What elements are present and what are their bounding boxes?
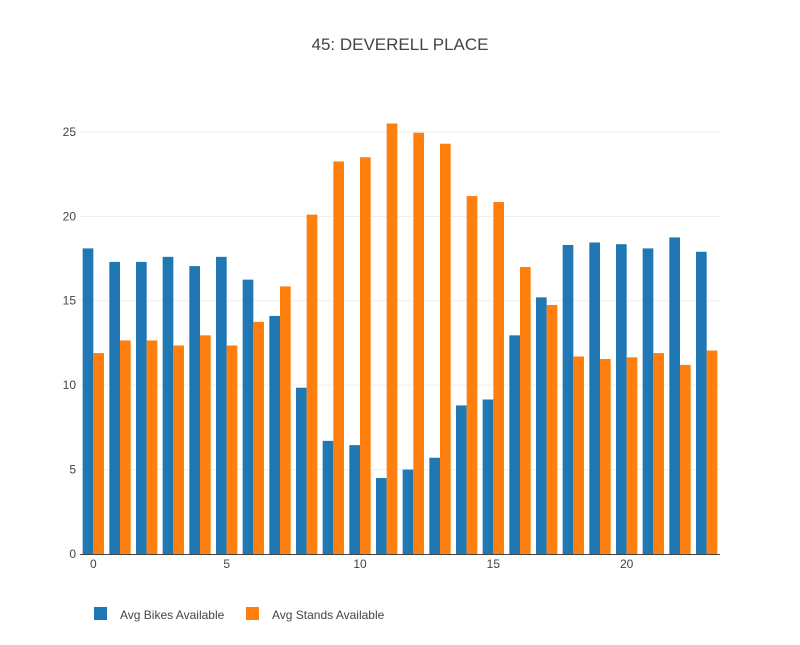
y-tick-label: 5 [69,463,76,477]
bar-bikes-17[interactable] [536,297,547,554]
bar-bikes-6[interactable] [242,279,254,554]
chart-title: 45: DEVERELL PLACE [311,35,488,54]
y-tick-label: 20 [63,209,77,223]
x-tick-label: 10 [353,557,367,571]
bars [82,123,718,555]
y-tick-label: 0 [69,547,76,561]
bar-bikes-18[interactable] [562,245,574,555]
bar-stands-16[interactable] [520,266,531,554]
bar-bikes-8[interactable] [296,387,307,554]
bar-stands-17[interactable] [546,304,558,554]
bar-stands-22[interactable] [680,364,691,554]
bar-bikes-7[interactable] [269,315,280,554]
bar-stands-14[interactable] [466,196,478,554]
bar-stands-15[interactable] [493,201,504,554]
bar-bikes-13[interactable] [429,457,440,554]
bar-bikes-23[interactable] [696,251,707,554]
bar-bikes-11[interactable] [376,478,387,554]
bar-bikes-5[interactable] [216,256,227,554]
bar-stands-7[interactable] [280,286,291,554]
bar-bikes-16[interactable] [509,335,520,554]
bar-bikes-20[interactable] [616,244,627,554]
bar-bikes-22[interactable] [669,237,680,554]
legend-label: Avg Stands Available [272,608,385,622]
legend[interactable]: Avg Bikes Available Avg Stands Available [94,607,385,622]
x-tick-label: 20 [620,557,634,571]
bar-bikes-9[interactable] [322,440,334,554]
x-tick-label: 0 [90,557,97,571]
y-tick-label: 10 [63,378,77,392]
bar-stands-5[interactable] [226,345,238,554]
bar-stands-9[interactable] [333,161,344,554]
y-tick-label: 25 [63,125,77,139]
bar-bikes-3[interactable] [162,256,174,554]
x-tick-label: 15 [487,557,501,571]
bar-bikes-19[interactable] [589,242,600,554]
bar-bikes-12[interactable] [402,469,414,554]
bar-stands-6[interactable] [253,321,264,554]
bar-stands-3[interactable] [173,345,184,554]
bar-bikes-10[interactable] [349,445,360,554]
bar-stands-4[interactable] [200,335,211,554]
gridlines [80,131,720,471]
bar-bikes-15[interactable] [482,399,494,554]
bar-stands-12[interactable] [413,132,424,555]
bar-stands-11[interactable] [386,123,398,555]
bar-bikes-14[interactable] [456,405,467,554]
legend-swatch [246,607,259,620]
legend-swatch [94,607,107,620]
bar-stands-10[interactable] [360,157,371,554]
bar-stands-8[interactable] [306,214,318,554]
bar-stands-19[interactable] [600,358,611,554]
bar-bikes-1[interactable] [109,261,120,554]
legend-item-stands[interactable]: Avg Stands Available [246,607,385,622]
y-tick-label: 15 [63,294,77,308]
axes: 0 5 10 15 20 25 0 5 10 15 20 [63,125,720,571]
bar-stands-20[interactable] [626,357,638,554]
bar-bikes-2[interactable] [136,261,147,554]
legend-label: Avg Bikes Available [120,608,225,622]
x-tick-label: 5 [223,557,230,571]
bar-stands-18[interactable] [573,356,584,554]
bar-bikes-21[interactable] [642,248,654,554]
bar-bikes-0[interactable] [82,248,94,554]
bar-stands-1[interactable] [120,340,131,554]
bar-bikes-4[interactable] [189,266,200,554]
bar-stands-21[interactable] [653,353,664,554]
bar-stands-0[interactable] [93,353,104,554]
bar-stands-13[interactable] [440,143,451,554]
bar-stands-2[interactable] [146,340,158,554]
legend-item-bikes[interactable]: Avg Bikes Available [94,607,225,622]
bar-stands-23[interactable] [706,350,718,554]
